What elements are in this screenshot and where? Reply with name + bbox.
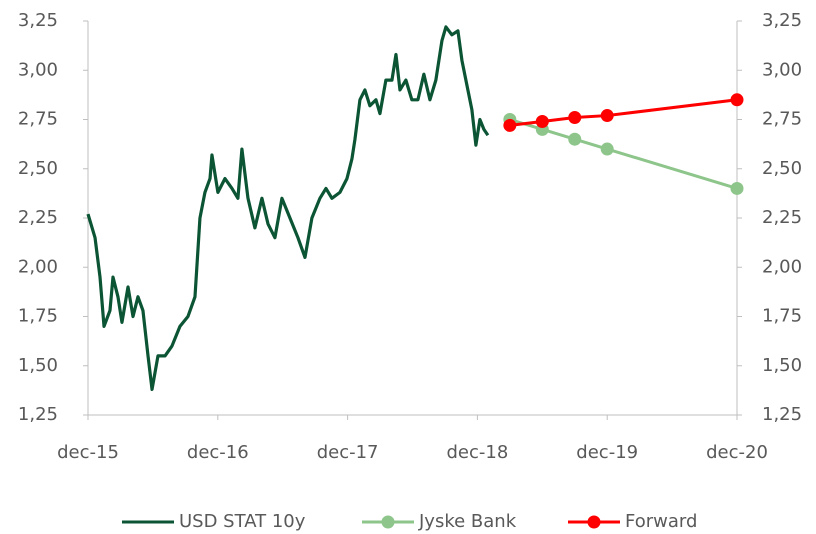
series-marker: [503, 118, 517, 132]
series-marker: [535, 114, 549, 128]
legend-marker: [587, 515, 601, 529]
y2-tick-label: 2,25: [762, 207, 802, 228]
y2-tick-label: 2,00: [762, 256, 802, 277]
y2-tick-label: 2,50: [762, 158, 802, 179]
y-tick-label: 1,25: [18, 404, 58, 425]
legend-label: USD STAT 10y: [179, 511, 306, 532]
legend-marker: [381, 515, 395, 529]
y2-tick-label: 1,25: [762, 404, 802, 425]
y-tick-label: 1,50: [18, 355, 58, 376]
y-tick-label: 2,00: [18, 256, 58, 277]
x-tick-label: dec-17: [317, 442, 379, 463]
y2-tick-label: 1,50: [762, 355, 802, 376]
series-marker: [730, 181, 744, 195]
y2-tick-label: 1,75: [762, 306, 802, 327]
series-line: [86, 25, 490, 391]
y-tick-label: 3,00: [18, 59, 58, 80]
y-tick-label: 1,75: [18, 306, 58, 327]
series-marker: [568, 132, 582, 146]
x-tick-label: dec-20: [706, 442, 768, 463]
y2-tick-label: 3,25: [762, 10, 802, 31]
legend-label: Forward: [625, 511, 697, 532]
series-marker: [568, 111, 582, 125]
x-tick-label: dec-18: [447, 442, 509, 463]
y-tick-label: 2,25: [18, 207, 58, 228]
series-marker: [730, 93, 744, 107]
y-tick-label: 2,50: [18, 158, 58, 179]
series-marker: [600, 109, 614, 123]
x-tick-label: dec-19: [576, 442, 638, 463]
x-tick-label: dec-15: [57, 442, 119, 463]
x-tick-label: dec-16: [187, 442, 249, 463]
series-marker: [600, 142, 614, 156]
y2-tick-label: 3,00: [762, 59, 802, 80]
y-tick-label: 3,25: [18, 10, 58, 31]
y-tick-label: 2,75: [18, 109, 58, 130]
legend-label: Jyske Bank: [418, 511, 517, 532]
y2-tick-label: 2,75: [762, 109, 802, 130]
